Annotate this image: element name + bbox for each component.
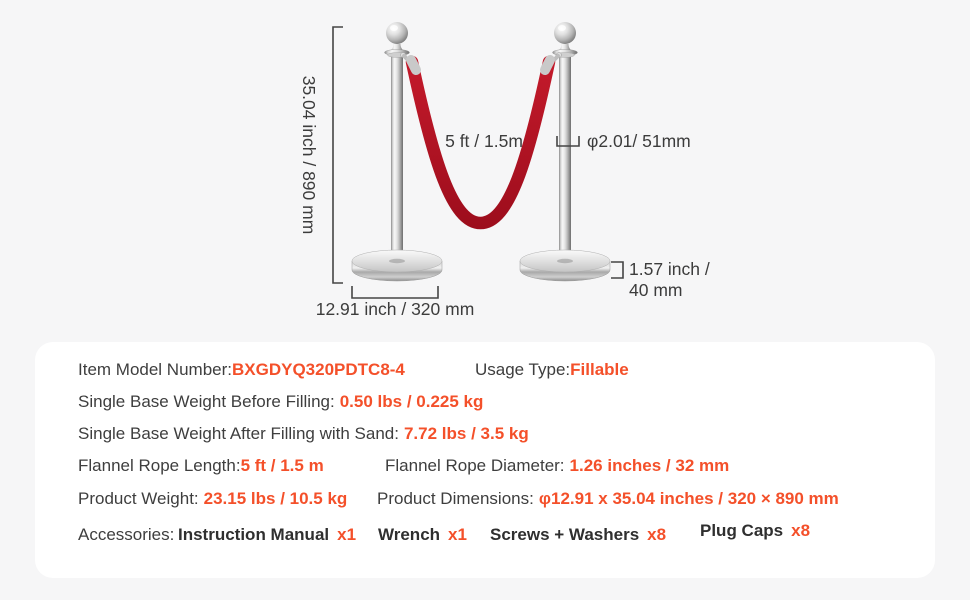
spec-label-usage: Usage Type: — [475, 360, 571, 379]
spec-row-base-weight-after: Single Base Weight After Filling with Sa… — [78, 424, 529, 444]
stanchion-diagram: 35.04 inch / 890 mm 5 ft / 1.5m φ2.01/ 5… — [299, 21, 710, 319]
spec-row-product-weight: Product Weight: 23.15 lbs / 10.5 kg — [78, 489, 347, 509]
height-dimension-bracket — [332, 26, 343, 284]
pole-diameter-bracket — [556, 136, 580, 147]
spec-label-product-weight: Product Weight: — [78, 489, 199, 508]
spec-label-model: Item Model Number: — [78, 360, 232, 379]
base-diameter-label: 12.91 inch / 320 mm — [316, 299, 475, 319]
spec-label-base-weight-after: Single Base Weight After Filling with Sa… — [78, 424, 399, 443]
base-height-label-line2: 40 mm — [629, 280, 682, 300]
spec-label-rope-diameter: Flannel Rope Diameter: — [385, 456, 565, 475]
spec-value-model: BXGDYQ320PDTC8-4 — [232, 360, 405, 379]
red-velvet-rope — [405, 55, 556, 230]
accessory-item-instruction-manual: Instruction Manual x1 — [178, 525, 356, 545]
pole-diameter-label: φ2.01/ 51mm — [587, 131, 691, 151]
right-stanchion-post — [519, 21, 611, 282]
base-height-label-line1: 1.57 inch / — [629, 259, 710, 279]
spec-row-rope-diameter: Flannel Rope Diameter: 1.26 inches / 32 m… — [385, 456, 729, 476]
accessory-name: Instruction Manual — [178, 525, 330, 544]
spec-row-rope-length: Flannel Rope Length:5 ft / 1.5 m — [78, 456, 324, 476]
accessory-item-screws-washers: Screws + Washers x8 — [490, 525, 666, 545]
accessory-count: x8 — [647, 525, 667, 544]
spec-row-model: Item Model Number:BXGDYQ320PDTC8-4 — [78, 360, 405, 380]
spec-value-product-weight: 23.15 lbs / 10.5 kg — [203, 489, 348, 508]
height-dimension-label: 35.04 inch / 890 mm — [299, 76, 319, 235]
rope-end-fitting-right — [540, 55, 555, 75]
spec-row-base-weight-before: Single Base Weight Before Filling: 0.50 l… — [78, 392, 483, 412]
base-height-bracket — [611, 261, 624, 279]
accessory-item-wrench: Wrench x1 — [378, 525, 467, 545]
base-diameter-bracket — [351, 286, 439, 299]
accessory-name: Screws + Washers — [490, 525, 640, 544]
spec-value-usage: Fillable — [570, 360, 629, 379]
rope-end-fitting-left — [406, 55, 421, 75]
spec-value-rope-length: 5 ft / 1.5 m — [240, 456, 324, 475]
accessory-count: x1 — [448, 525, 467, 544]
spec-value-rope-diameter: 1.26 inches / 32 mm — [569, 456, 730, 475]
accessory-name: Wrench — [378, 525, 441, 544]
spec-label-base-weight-before: Single Base Weight Before Filling: — [78, 392, 335, 411]
spec-label-product-dimensions: Product Dimensions: — [377, 489, 534, 508]
accessory-item-plug-caps: Plug Caps x8 — [700, 521, 810, 541]
rope-length-label: 5 ft / 1.5m — [445, 131, 523, 151]
spec-row-product-dimensions: Product Dimensions: φ12.91 x 35.04 inches… — [377, 489, 839, 509]
spec-label-rope-length: Flannel Rope Length: — [78, 456, 241, 475]
accessory-count: x1 — [337, 525, 357, 544]
spec-value-product-dimensions: φ12.91 x 35.04 inches / 320 × 890 mm — [538, 489, 839, 508]
accessory-count: x8 — [791, 521, 811, 540]
spec-value-base-weight-before: 0.50 lbs / 0.225 kg — [339, 392, 484, 411]
accessory-name: Plug Caps — [700, 521, 784, 540]
spec-value-base-weight-after: 7.72 lbs / 3.5 kg — [403, 424, 529, 443]
spec-row-usage: Usage Type:Fillable — [475, 360, 629, 380]
spec-card: Item Model Number:BXGDYQ320PDTC8-4 Usage… — [35, 342, 935, 578]
accessories-label: Accessories: — [78, 525, 175, 544]
